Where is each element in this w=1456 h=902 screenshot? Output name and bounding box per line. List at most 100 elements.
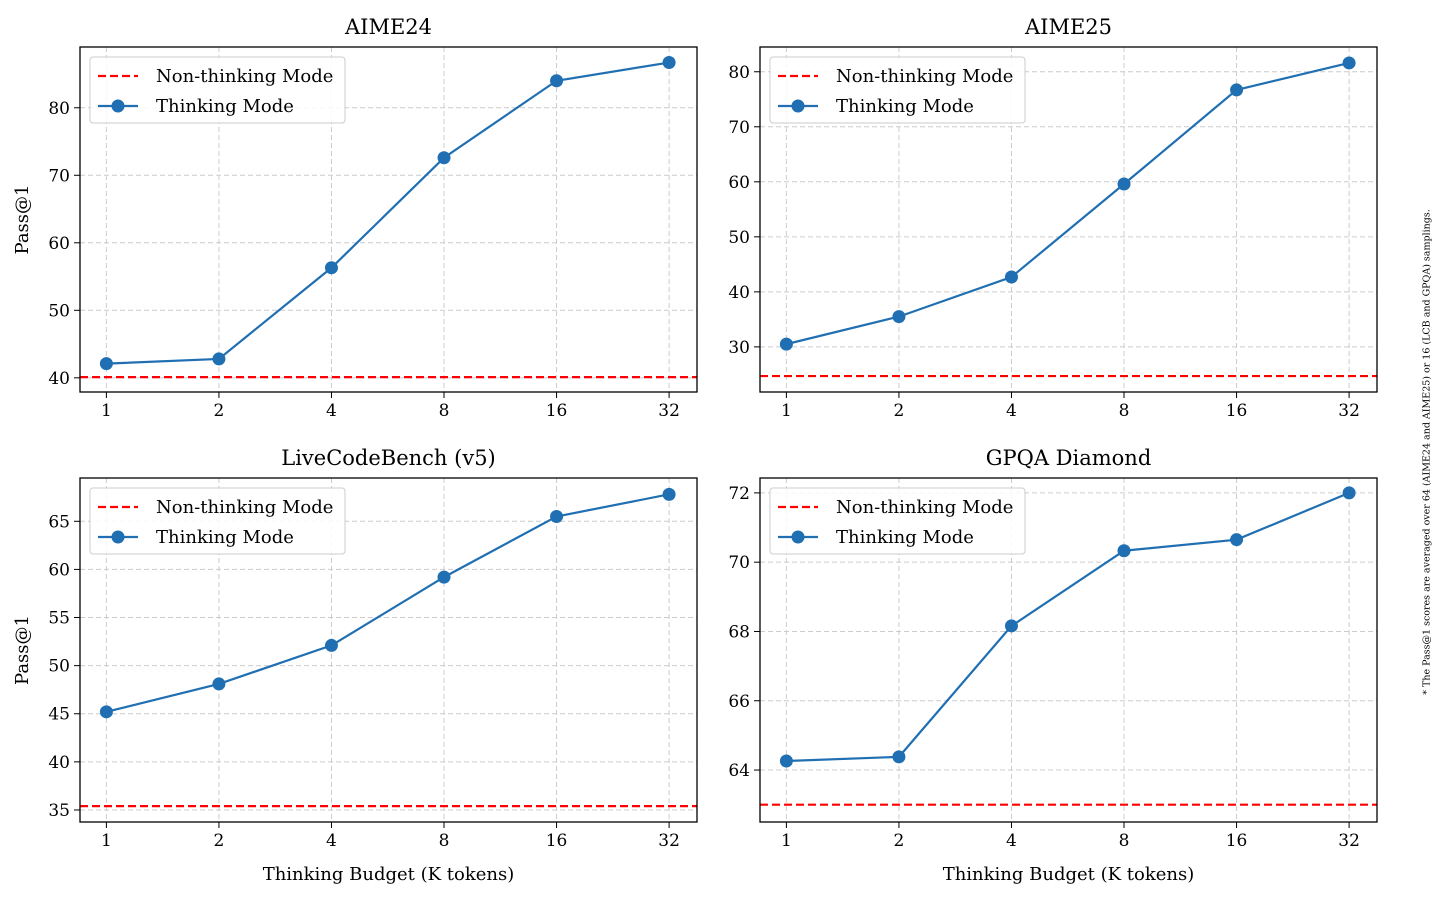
x-tick-label: 16 <box>1226 831 1248 851</box>
data-point <box>892 310 906 324</box>
data-point <box>662 487 676 501</box>
x-tick-label: 4 <box>326 401 337 421</box>
data-point <box>1117 544 1131 558</box>
data-point <box>1004 619 1018 633</box>
y-tick-label: 80 <box>728 63 750 83</box>
subplot: 1 2 4 8 16 32 40 50 60 70 80 AIME24 Pass@1 Non-thinki… <box>12 15 698 421</box>
data-point <box>212 677 226 691</box>
axes-frame <box>759 477 1378 823</box>
y-tick-label: 66 <box>728 692 750 712</box>
y-tick-label: 50 <box>48 657 70 677</box>
data-point <box>1004 270 1018 284</box>
y-tick-label: 60 <box>48 234 70 254</box>
data-point <box>99 357 113 371</box>
subplot: 1 2 4 8 16 32 64 66 68 70 72 GPQA Diamond Thinking B… <box>728 446 1378 885</box>
legend-label: Thinking Mode <box>836 527 974 548</box>
y-tick-label: 60 <box>48 560 70 580</box>
legend-label: Thinking Mode <box>156 527 294 548</box>
legend-marker <box>791 530 805 544</box>
data-point <box>99 705 113 719</box>
series-line <box>786 491 1350 763</box>
data-point <box>779 337 793 351</box>
subplot-title: LiveCodeBench (v5) <box>281 446 496 470</box>
legend-marker <box>111 530 125 544</box>
legend-label: Non-thinking Mode <box>836 66 1013 87</box>
x-tick-label: 2 <box>214 831 225 851</box>
legend-label: Non-thinking Mode <box>836 497 1013 518</box>
y-tick-label: 40 <box>48 753 70 773</box>
subplot: 1 2 4 8 16 32 30 40 50 60 70 80 AIME25 Non-thinking M… <box>728 15 1378 421</box>
x-tick-label: 8 <box>1119 401 1130 421</box>
y-tick-label: 35 <box>48 801 70 821</box>
y-axis-label: Pass@1 <box>12 185 33 255</box>
data-point <box>550 74 564 88</box>
y-tick-label: 65 <box>48 512 70 532</box>
legend-marker <box>111 99 125 113</box>
legend-box <box>769 56 1026 124</box>
legend-label: Non-thinking Mode <box>156 497 333 518</box>
y-tick-label: 64 <box>728 761 750 781</box>
x-tick-label: 32 <box>658 831 680 851</box>
x-tick-label: 4 <box>326 831 337 851</box>
x-axis-label: Thinking Budget (K tokens) <box>263 864 515 885</box>
data-point <box>1342 486 1356 500</box>
x-tick-label: 4 <box>1006 831 1017 851</box>
y-tick-label: 40 <box>48 369 70 389</box>
legend-label: Thinking Mode <box>156 96 294 117</box>
y-tick-label: 70 <box>48 166 70 186</box>
data-point <box>1230 533 1244 547</box>
data-point <box>550 509 564 523</box>
x-tick-label: 4 <box>1006 401 1017 421</box>
series-line <box>106 61 670 365</box>
subplot: 1 2 4 8 16 32 35 40 45 50 55 60 65 LiveCodeBench (v5)… <box>12 446 698 885</box>
x-tick-label: 1 <box>101 401 112 421</box>
x-tick-label: 2 <box>894 831 905 851</box>
x-tick-label: 8 <box>439 401 450 421</box>
axes-frame <box>759 46 1378 393</box>
legend-marker <box>791 99 805 113</box>
y-tick-label: 50 <box>728 228 750 248</box>
subplot-title: AIME25 <box>1024 15 1112 39</box>
y-tick-label: 55 <box>48 609 70 629</box>
data-point <box>212 352 226 366</box>
data-point <box>437 151 451 165</box>
x-tick-label: 1 <box>781 401 792 421</box>
axes-frame <box>79 46 698 393</box>
legend-box <box>89 56 346 124</box>
y-tick-label: 50 <box>48 301 70 321</box>
x-tick-label: 2 <box>214 401 225 421</box>
series-line <box>106 493 670 713</box>
data-point <box>1230 83 1244 97</box>
y-tick-label: 30 <box>728 338 750 358</box>
y-tick-label: 40 <box>728 283 750 303</box>
y-tick-label: 70 <box>728 553 750 573</box>
x-tick-label: 8 <box>439 831 450 851</box>
legend-box <box>769 487 1026 555</box>
x-tick-label: 8 <box>1119 831 1130 851</box>
data-point <box>324 261 338 275</box>
x-axis-label: Thinking Budget (K tokens) <box>943 864 1195 885</box>
data-point <box>324 638 338 652</box>
data-point <box>892 750 906 764</box>
footnote: * The Pass@1 scores are averaged over 64… <box>1422 209 1433 694</box>
legend-box <box>89 487 346 555</box>
x-tick-label: 16 <box>546 831 568 851</box>
x-tick-label: 32 <box>1338 401 1360 421</box>
data-point <box>779 754 793 768</box>
y-tick-label: 80 <box>48 99 70 119</box>
y-tick-label: 72 <box>728 484 750 504</box>
x-tick-label: 1 <box>101 831 112 851</box>
data-point <box>437 570 451 584</box>
x-tick-label: 16 <box>546 401 568 421</box>
x-tick-label: 1 <box>781 831 792 851</box>
data-point <box>662 56 676 70</box>
x-tick-label: 2 <box>894 401 905 421</box>
y-axis-label: Pass@1 <box>12 615 33 685</box>
subplot-title: GPQA Diamond <box>986 446 1152 470</box>
y-tick-label: 70 <box>728 118 750 138</box>
y-tick-label: 60 <box>728 173 750 193</box>
subplot-title: AIME24 <box>344 15 432 39</box>
legend-label: Thinking Mode <box>836 96 974 117</box>
axes-frame <box>79 477 698 823</box>
